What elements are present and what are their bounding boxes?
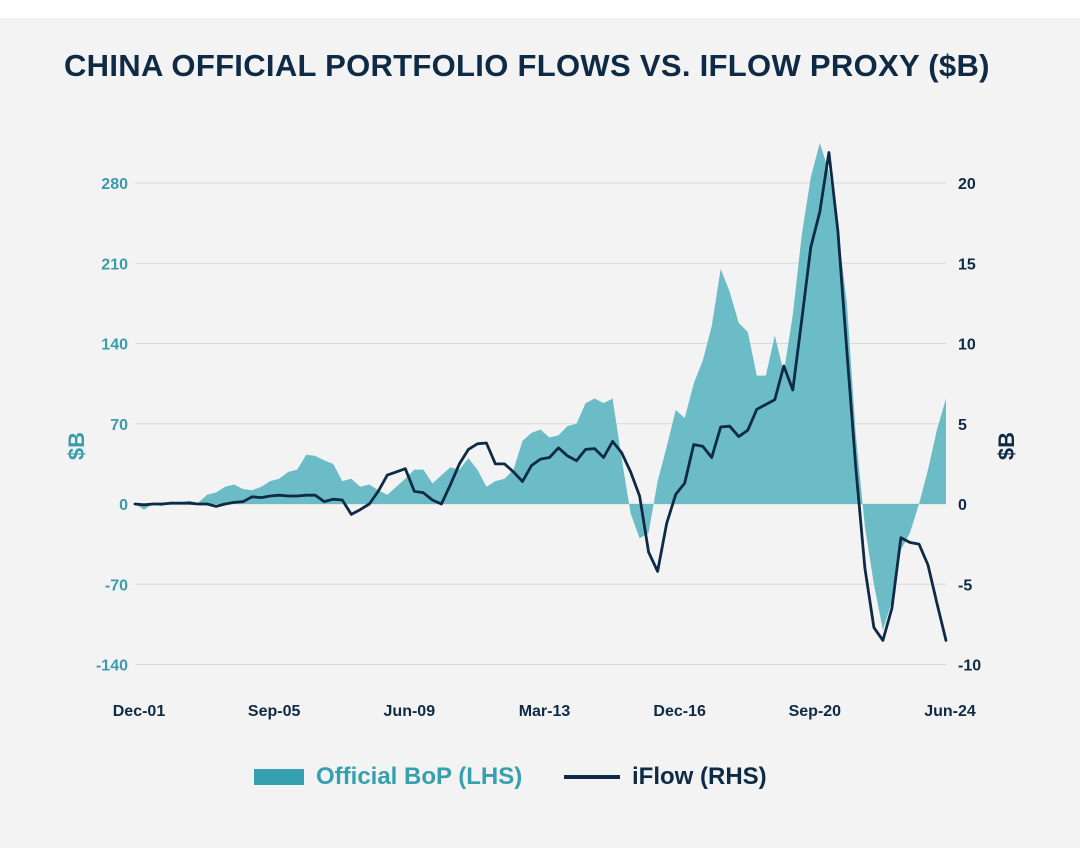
y-left-tick-label: 210 <box>101 256 128 273</box>
x-tick-label: Sep-05 <box>248 703 301 720</box>
chart-title: CHINA OFFICIAL PORTFOLIO FLOWS VS. IFLOW… <box>64 48 990 83</box>
series-official-bop-area <box>135 142 946 631</box>
y-right-tick-label: 5 <box>958 417 967 434</box>
x-tick-label: Sep-20 <box>789 703 842 720</box>
legend-label-iflow: iFlow (RHS) <box>632 763 767 790</box>
y-right-tick-label: 20 <box>958 176 976 193</box>
x-tick-label: Mar-13 <box>519 703 571 720</box>
y-left-tick-label: 0 <box>119 497 128 514</box>
legend-item-iflow: iFlow (RHS) <box>564 760 767 794</box>
y-left-tick-label: 280 <box>101 176 128 193</box>
y-right-tick-label: -5 <box>958 577 972 594</box>
right-axis-ticks: 20 15 10 5 0 -5 -10 <box>958 176 981 675</box>
x-tick-label: Dec-01 <box>113 703 166 720</box>
y-right-tick-label: 15 <box>958 256 976 273</box>
series-iflow-line <box>133 151 948 642</box>
y-right-tick-label: -10 <box>958 658 981 675</box>
y-right-tick-label: 0 <box>958 497 967 514</box>
y-axis-right-label: $B <box>994 432 1019 460</box>
area-layer <box>135 142 946 631</box>
line-layer <box>133 151 948 642</box>
y-left-tick-label: -70 <box>105 577 128 594</box>
y-right-tick-label: 10 <box>958 337 976 354</box>
y-axis-left-label: $B <box>64 432 89 460</box>
legend-swatch-line <box>564 775 620 779</box>
left-axis-ticks: 280 210 140 70 0 -70 -140 <box>96 176 128 675</box>
x-tick-label: Jun-09 <box>384 703 436 720</box>
legend-label-official-bop: Official BoP (LHS) <box>316 763 523 790</box>
y-left-tick-label: 70 <box>110 417 128 434</box>
legend-item-official-bop: Official BoP (LHS) <box>254 760 522 794</box>
y-left-tick-label: 140 <box>101 337 128 354</box>
legend: Official BoP (LHS) iFlow (RHS) <box>0 760 1080 794</box>
x-tick-label: Jun-24 <box>924 703 976 720</box>
y-left-tick-label: -140 <box>96 658 128 675</box>
legend-swatch-area <box>254 769 304 785</box>
x-tick-label: Dec-16 <box>653 703 706 720</box>
x-axis-ticks: Dec-01 Sep-05 Jun-09 Mar-13 Dec-16 Sep-20 Jun-… <box>113 703 976 720</box>
